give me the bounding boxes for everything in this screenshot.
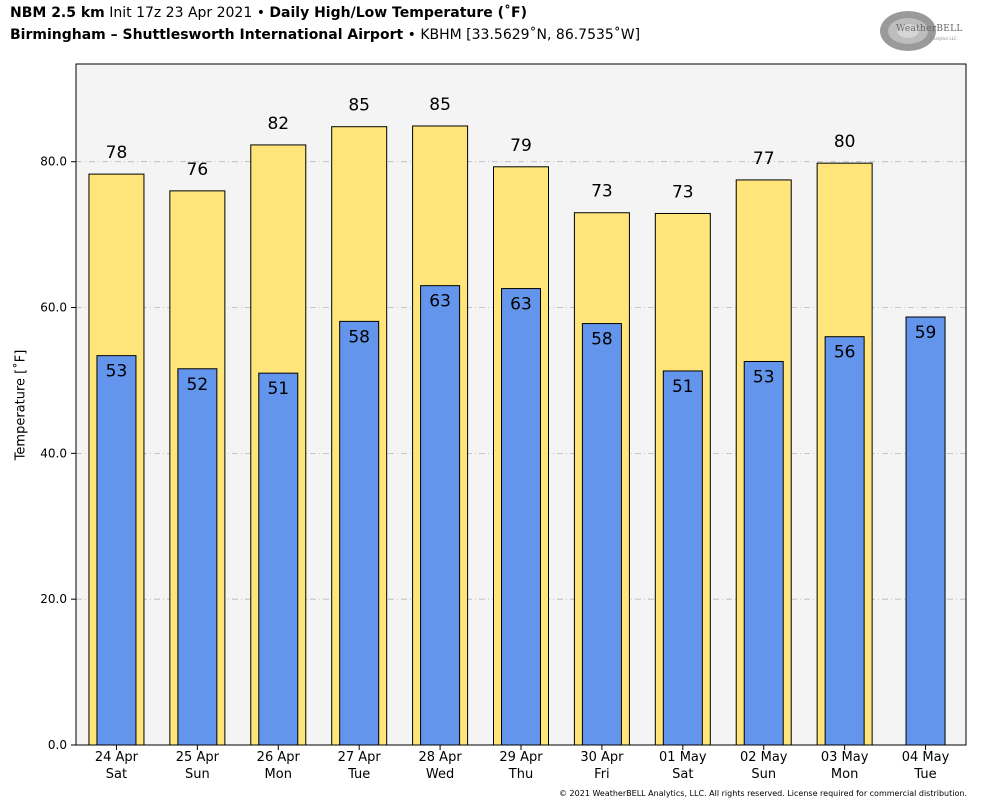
x-tick-label-date: 24 Apr [95,750,139,765]
x-tick-label-date: 25 Apr [176,750,220,765]
low-temp-label: 52 [187,375,209,395]
logo-swirl-icon [880,11,936,51]
x-tick-label-date: 28 Apr [419,750,463,765]
x-tick-label-date: 03 May [821,750,869,765]
x-tick-label-day: Sun [751,767,776,782]
x-tick-label-date: 26 Apr [257,750,301,765]
weatherbell-logo: WeatherBELL Analytics LLC [878,6,970,54]
x-tick-label-day: Sat [106,767,127,782]
title-separator: • [256,5,265,21]
model-name: NBM 2.5 km [10,5,105,21]
x-tick-label-date: 04 May [902,750,950,765]
title-separator: • [407,27,416,43]
station-name: Birmingham – Shuttlesworth International… [10,27,404,43]
low-temp-bar [501,288,541,746]
low-temp-bar [581,323,622,746]
high-temp-label: 77 [753,149,775,169]
x-tick-label-day: Sat [672,767,693,782]
low-temp-bar [420,285,461,746]
low-temp-label: 63 [429,292,451,312]
x-tick-label-day: Fri [594,767,610,782]
high-temp-label: 79 [510,136,532,156]
chart-title-line-2: Birmingham – Shuttlesworth International… [10,27,640,43]
low-temp-label: 63 [510,295,532,315]
x-tick-label-day: Mon [265,767,292,782]
y-tick-label: 40.0 [40,446,67,460]
y-axis-label: Temperature [˚F] [13,349,29,461]
low-temp-bar [824,336,865,746]
init-time: Init 17z 23 Apr 2021 [109,5,253,21]
x-tick-label-date: 02 May [740,750,788,765]
chart-title-line-1: NBM 2.5 km Init 17z 23 Apr 2021 • Daily … [10,5,527,21]
high-temp-label: 80 [834,132,856,152]
low-temp-bar [96,355,137,746]
copyright-notice: © 2021 WeatherBELL Analytics, LLC. All r… [559,789,967,798]
y-tick-label: 80.0 [40,155,67,169]
y-tick-label: 0.0 [48,738,67,752]
x-tick-label-date: 27 Apr [338,750,382,765]
low-temp-bar [743,360,784,746]
low-temp-bar [258,372,299,746]
high-temp-label: 73 [672,182,694,202]
high-temp-label: 85 [348,96,370,116]
x-tick-label-date: 30 Apr [580,750,624,765]
high-temp-label: 78 [106,143,128,163]
high-temp-label: 76 [187,160,209,180]
high-temp-label: 85 [429,95,451,115]
low-temp-bar [662,370,703,746]
low-temp-label: 51 [267,379,289,399]
high-temp-label: 73 [591,182,613,202]
high-temp-label: 82 [267,114,289,134]
y-tick-label: 60.0 [40,301,67,315]
low-temp-bar [339,320,380,746]
logo-subtext: Analytics LLC [930,36,957,41]
x-tick-label-day: Wed [426,767,454,782]
y-tick-label: 20.0 [40,592,67,606]
x-tick-label-day: Tue [913,767,936,782]
low-temp-label: 58 [591,330,613,350]
x-tick-label-day: Mon [831,767,858,782]
product-name: Daily High/Low Temperature (˚F) [269,5,527,21]
x-tick-label-date: 29 Apr [499,750,543,765]
low-temp-label: 56 [834,343,856,363]
low-temp-label: 59 [915,323,937,343]
low-temp-label: 53 [753,367,775,387]
low-temp-label: 51 [672,377,694,397]
x-tick-label-day: Sun [185,767,210,782]
low-temp-label: 58 [348,327,370,347]
station-coordinates: KBHM [33.5629˚N, 86.7535˚W] [420,27,641,43]
low-temp-bar [177,368,218,746]
x-tick-label-day: Thu [508,767,533,782]
x-tick-label-date: 01 May [659,750,707,765]
low-temp-bar [905,316,946,746]
x-tick-label-day: Tue [347,767,370,782]
logo-text: WeatherBELL [896,24,963,34]
low-temp-label: 53 [106,362,128,382]
